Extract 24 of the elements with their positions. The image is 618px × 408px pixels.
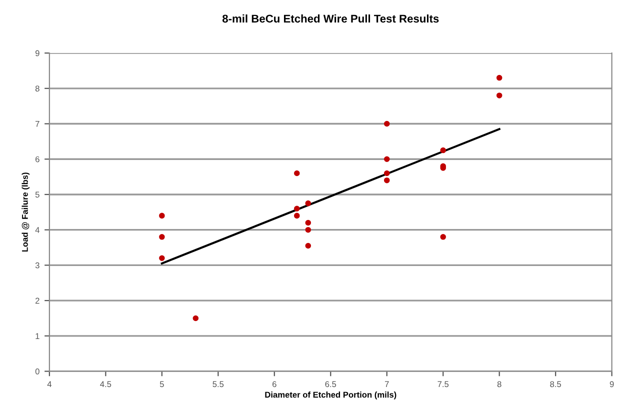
y-axis-title: Load @ Failure (lbs) xyxy=(22,172,30,252)
y-tick-label: 2 xyxy=(36,298,40,304)
x-tick-label: 8 xyxy=(497,381,502,388)
y-tick-label: 7 xyxy=(36,121,40,127)
x-tick-label: 9 xyxy=(610,381,614,388)
x-tick-label: 7.5 xyxy=(438,381,449,388)
x-tick-label: 8.5 xyxy=(550,381,562,388)
x-tick-label: 5 xyxy=(160,381,164,388)
x-axis-title: Diameter of Etched Portion (mils) xyxy=(265,392,396,400)
y-tick-label: 5 xyxy=(35,192,40,198)
y-tick-label: 6 xyxy=(36,156,40,162)
x-tick-label: 6.5 xyxy=(325,381,336,388)
chart-title: 8-mil BeCu Etched Wire Pull Test Results xyxy=(222,14,439,23)
y-tick-label: 4 xyxy=(35,227,40,233)
y-tick-label: 1 xyxy=(36,333,40,339)
y-tick-label: 0 xyxy=(35,368,40,374)
y-tick-label: 8 xyxy=(35,86,40,92)
x-tick-label: 6 xyxy=(272,381,276,388)
x-tick-label: 4 xyxy=(47,381,52,388)
x-tick-label: 7 xyxy=(384,381,389,388)
x-tick-label: 5.5 xyxy=(212,381,224,388)
x-tick-label: 4.5 xyxy=(100,381,112,388)
y-tick-label: 3 xyxy=(35,262,40,268)
y-tick-label: 9 xyxy=(35,50,40,56)
